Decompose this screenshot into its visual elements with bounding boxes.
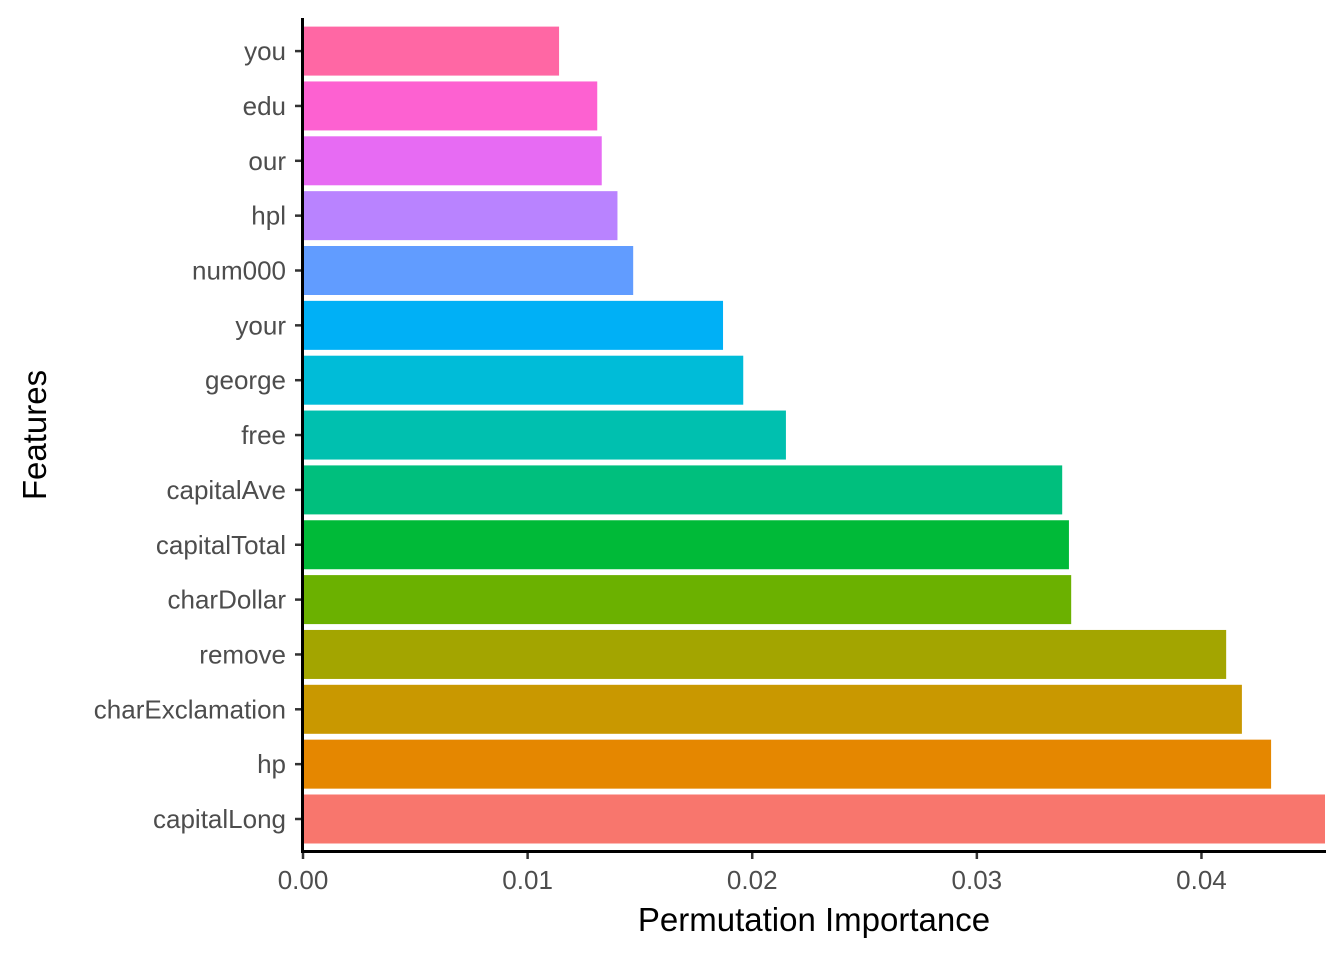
bar-hp <box>303 739 1272 789</box>
y-tick-label: george <box>205 365 286 395</box>
y-axis-ticks: capitalLong hp charExclamation remove charDo… <box>94 36 302 834</box>
y-tick-label: free <box>241 420 286 450</box>
bar-edu <box>303 81 598 131</box>
y-tick-label: charExclamation <box>94 694 286 724</box>
x-tick-label: 0.01 <box>502 865 553 895</box>
y-tick-label: your <box>235 310 286 340</box>
y-tick-label: remove <box>199 639 286 669</box>
bar-george <box>303 355 744 405</box>
bar-hpl <box>303 191 618 241</box>
bar-you <box>303 26 560 76</box>
bar-capitalLong <box>303 794 1325 844</box>
y-tick-label: you <box>244 36 286 66</box>
bar-remove <box>303 629 1227 679</box>
y-tick-label: num000 <box>192 256 286 286</box>
bar-our <box>303 136 602 186</box>
x-tick-label: 0.02 <box>727 865 778 895</box>
y-tick-label: hp <box>257 749 286 779</box>
y-tick-label: charDollar <box>168 585 287 615</box>
bar-capitalTotal <box>303 520 1069 570</box>
bars-group <box>303 26 1325 844</box>
y-tick-label: edu <box>243 91 286 121</box>
bar-capitalAve <box>303 465 1063 515</box>
y-axis-title: Features <box>16 370 53 500</box>
bar-charDollar <box>303 575 1072 625</box>
x-axis-title: Permutation Importance <box>638 901 990 938</box>
x-axis-ticks: 0.00 0.01 0.02 0.03 0.04 <box>278 852 1227 895</box>
bar-free <box>303 410 786 460</box>
x-tick-label: 0.04 <box>1176 865 1227 895</box>
x-tick-label: 0.00 <box>278 865 329 895</box>
y-tick-label: capitalAve <box>167 475 287 505</box>
bar-num000 <box>303 246 634 295</box>
y-tick-label: our <box>248 146 286 176</box>
y-tick-label: capitalTotal <box>156 530 286 560</box>
bar-charExclamation <box>303 684 1242 734</box>
x-tick-label: 0.03 <box>952 865 1003 895</box>
bar-your <box>303 300 724 350</box>
y-tick-label: hpl <box>251 201 286 231</box>
y-tick-label: capitalLong <box>153 804 286 834</box>
